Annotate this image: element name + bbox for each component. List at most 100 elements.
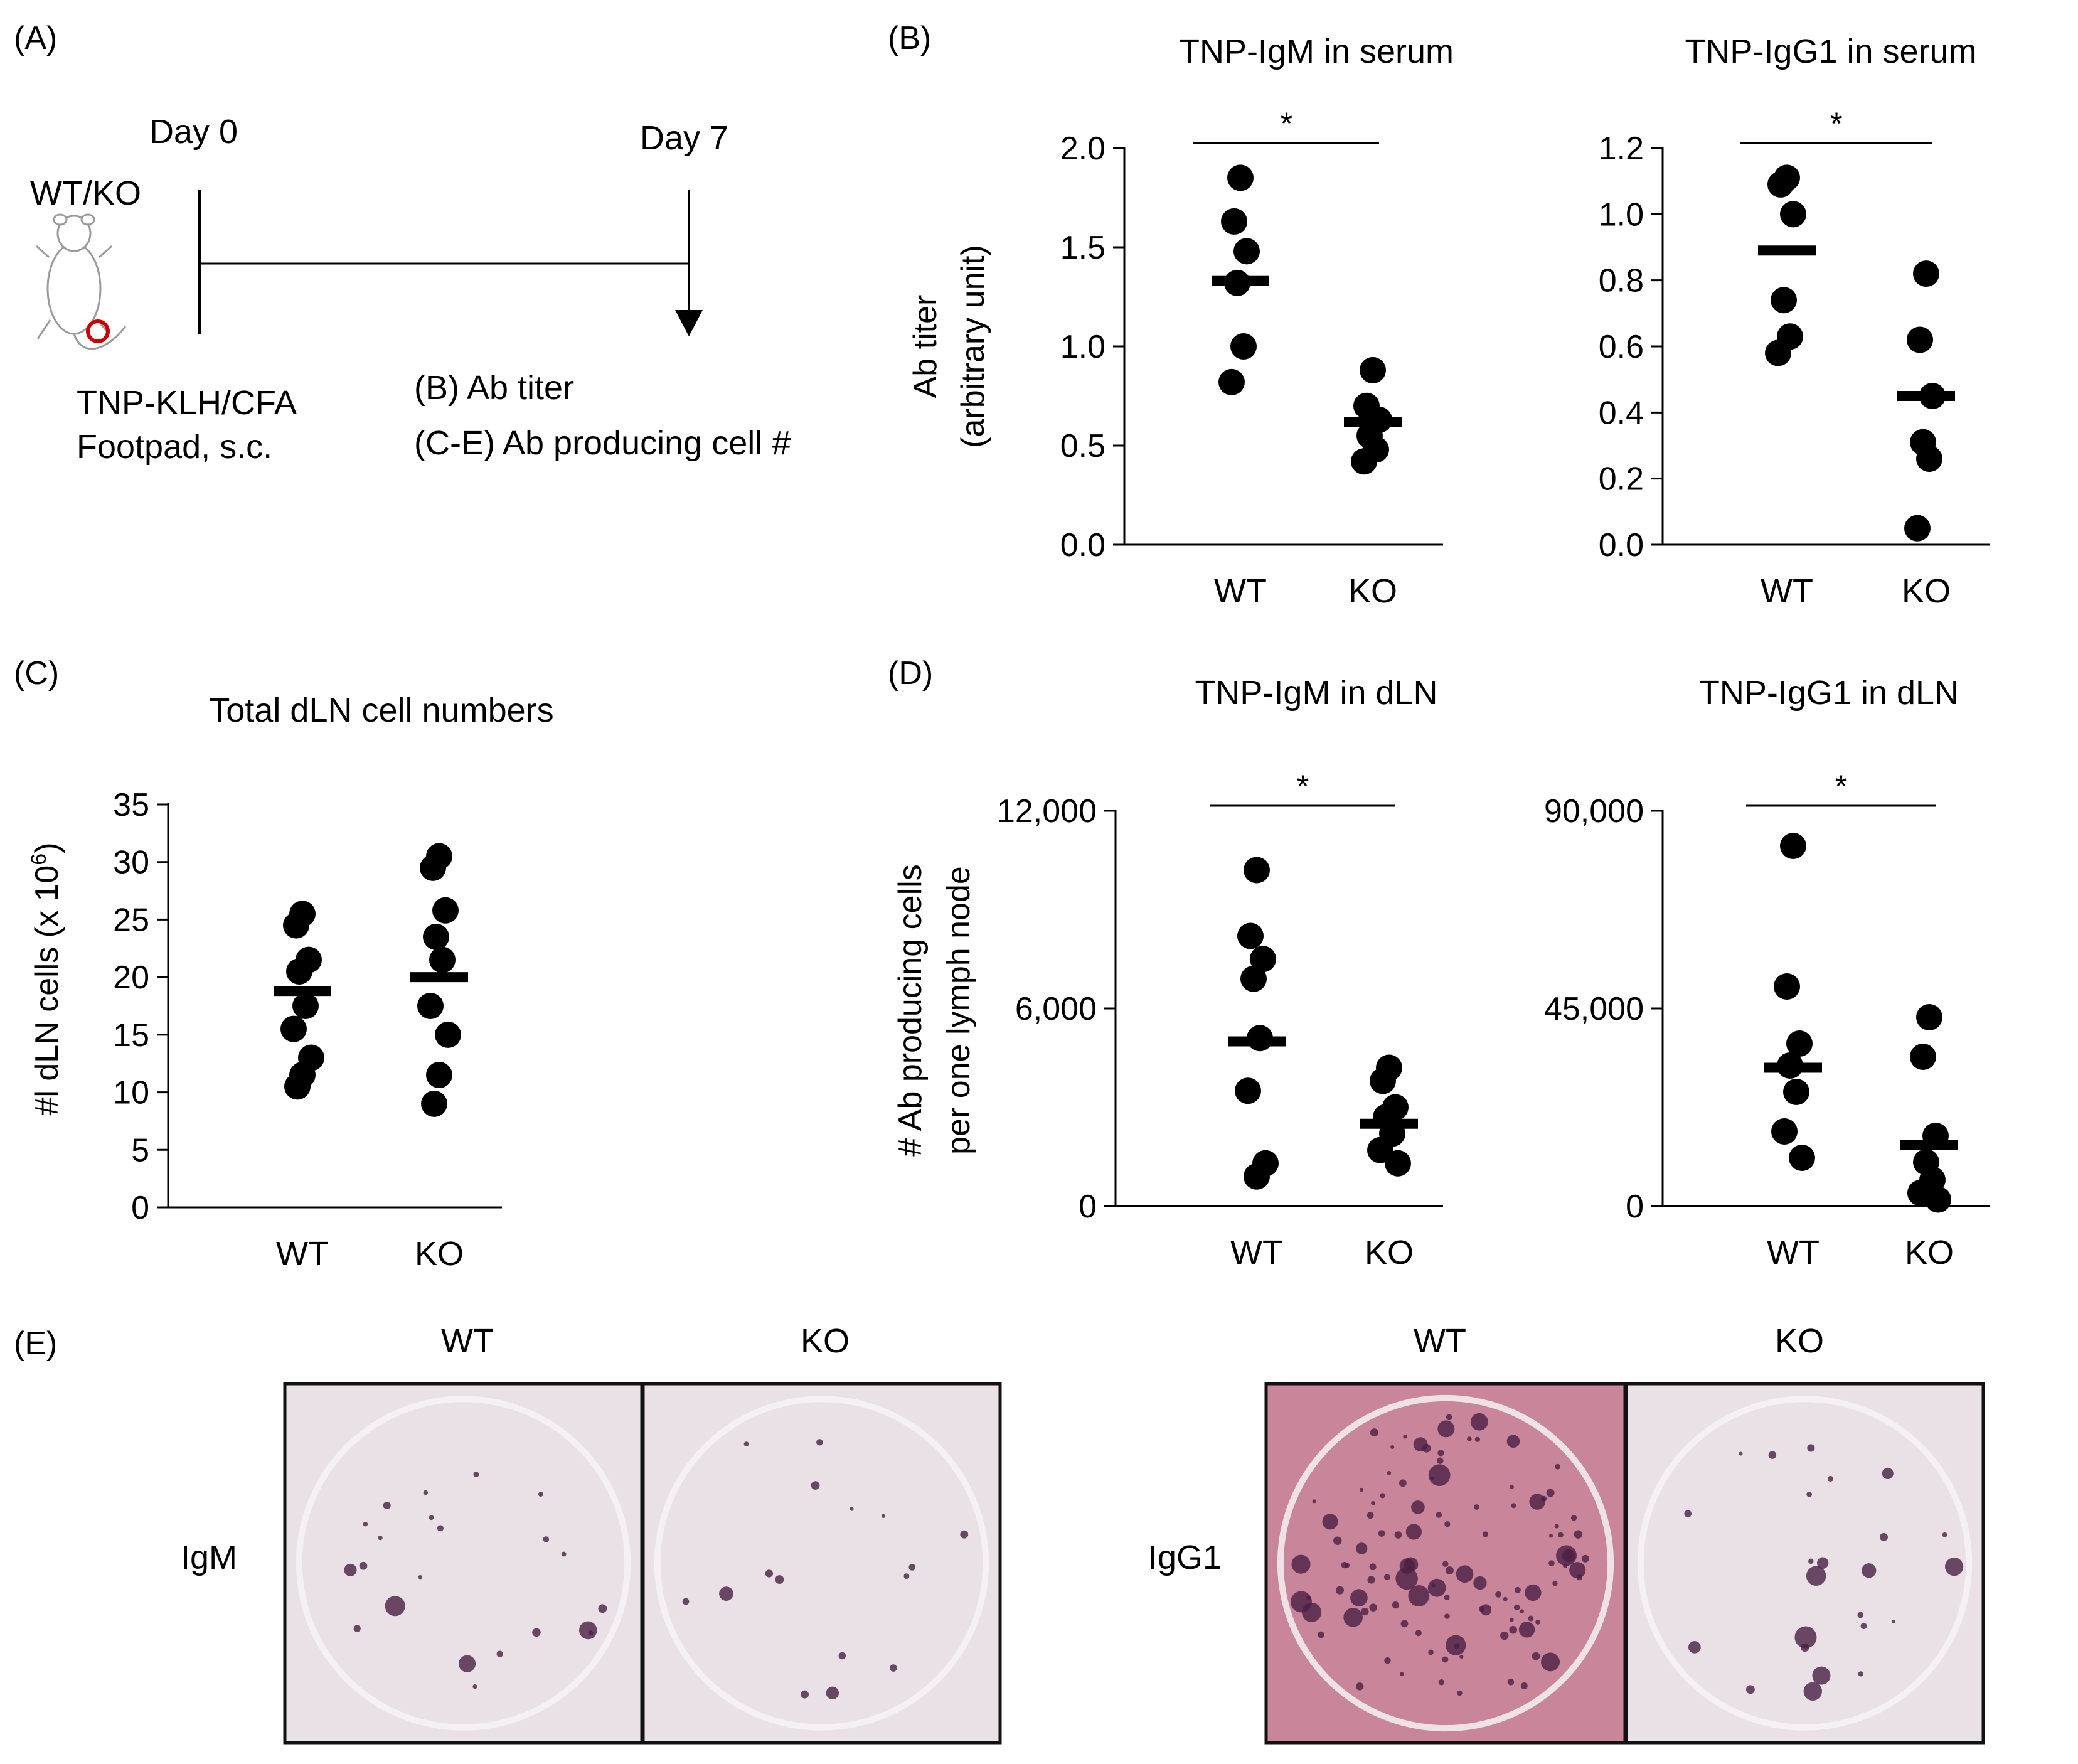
data-point	[1910, 1044, 1936, 1070]
antibody-spot	[1739, 1451, 1743, 1456]
antibody-spot	[1807, 1444, 1815, 1452]
plate-ko-igm	[641, 1382, 1002, 1745]
y-tick-label: 6,000	[1015, 991, 1097, 1027]
antibody-spot	[1514, 1586, 1521, 1593]
data-point	[292, 993, 319, 1019]
antibody-spot	[1343, 1607, 1363, 1627]
mean-bar	[410, 972, 468, 983]
antibody-spot	[353, 1625, 361, 1632]
antibody-spot	[1378, 1530, 1385, 1537]
chart-title: TNP-IgG1 in serum	[1685, 33, 1976, 70]
chart-d2: TNP-IgG1 in dLN 0 45,000 90,000 WT KO *	[1544, 674, 1990, 1271]
y-tick-label: 20	[113, 960, 149, 996]
data-point	[1244, 1163, 1270, 1190]
antibody-spot	[1563, 1564, 1567, 1568]
data-point	[1351, 448, 1377, 475]
x-tick-label: KO	[1348, 572, 1397, 610]
antibody-spot	[1562, 1549, 1575, 1563]
x-tick-label: WT	[1230, 1234, 1283, 1271]
antibody-spot	[1415, 1630, 1422, 1637]
antibody-spot	[496, 1650, 503, 1657]
antibody-spot	[473, 1472, 479, 1478]
data-point	[1360, 356, 1386, 383]
data-point	[1904, 515, 1931, 542]
data-point	[1789, 1145, 1815, 1171]
antibody-spot	[1405, 1524, 1422, 1540]
antibody-spot	[543, 1536, 550, 1542]
chart-b1: TNP-IgM in serum 0.0 0.5 1.0 1.5 2.0 WT KO * Ab t…	[907, 33, 1454, 610]
antibody-spot	[1879, 1532, 1889, 1541]
antibody-spot	[1422, 1443, 1431, 1453]
data-point	[423, 923, 449, 950]
chart-title: Total dLN cell numbers	[209, 692, 553, 729]
antibody-spot	[1548, 1560, 1555, 1566]
data-point	[426, 1062, 452, 1089]
antibody-spot	[1745, 1685, 1755, 1694]
antibody-spot	[1945, 1557, 1964, 1576]
y-tick-label: 90,000	[1544, 793, 1644, 830]
antibody-spot	[801, 1690, 809, 1699]
antibody-spot	[385, 1596, 405, 1617]
x-tick-label: WT	[276, 1235, 329, 1273]
antibody-spot	[1500, 1631, 1509, 1640]
antibody-spot	[1882, 1467, 1894, 1480]
antibody-spot	[1503, 1596, 1508, 1601]
antibody-spot	[378, 1536, 383, 1541]
antibody-spot	[1511, 1503, 1516, 1509]
mean-bar	[1212, 275, 1269, 286]
antibody-spot	[1803, 1682, 1823, 1701]
antibody-spot	[1456, 1565, 1474, 1583]
antibody-spot	[1518, 1622, 1535, 1638]
antibody-spot	[1355, 1682, 1364, 1691]
day7-label: Day 7	[640, 119, 728, 157]
y-tick-label: 0.4	[1599, 395, 1644, 431]
antibody-spot	[838, 1652, 846, 1660]
plate-frame	[641, 1382, 1002, 1745]
antibody-spot	[1444, 1613, 1450, 1619]
antibody-spot	[682, 1598, 690, 1605]
data-point	[1370, 1067, 1396, 1094]
antibody-spot	[1394, 1531, 1402, 1539]
antibody-spot	[459, 1655, 476, 1672]
antibody-spot	[1457, 1690, 1463, 1696]
antibody-spot	[1479, 1606, 1484, 1612]
data-point	[1233, 238, 1260, 265]
antibody-spot	[1495, 1591, 1502, 1598]
antibody-spot	[1446, 1566, 1454, 1574]
antibody-spot	[1437, 1450, 1444, 1457]
data-point	[435, 1021, 461, 1048]
data-point	[1244, 857, 1270, 884]
x-tick-label: WT	[1767, 1234, 1820, 1271]
data-point	[1385, 1150, 1411, 1177]
row-label-igm: IgM	[181, 1539, 237, 1576]
col-label-wt-igg1: WT	[1414, 1322, 1466, 1360]
antibody-spot	[1506, 1435, 1520, 1448]
antibody-spot	[1520, 1609, 1525, 1613]
data-point	[1237, 922, 1264, 949]
mean-bar	[1758, 245, 1816, 256]
antibody-spot	[1341, 1561, 1348, 1569]
y-tick-label: 0	[1626, 1189, 1644, 1225]
antibody-spot	[1507, 1678, 1515, 1686]
y-tick-label: 0.2	[1599, 461, 1644, 498]
antibody-spot	[850, 1507, 854, 1511]
antibody-spot	[1383, 1574, 1390, 1581]
antibody-spot	[1369, 1603, 1377, 1612]
antibody-spot	[1552, 1580, 1558, 1586]
data-point	[1916, 446, 1942, 473]
antibody-spot	[598, 1604, 607, 1613]
antibody-spot	[1444, 1595, 1450, 1601]
antibody-spot	[1403, 1434, 1407, 1439]
antibody-spot	[383, 1501, 391, 1510]
immunization-line-1: TNP-KLH/CFA	[77, 384, 297, 422]
antibody-spot	[1808, 1558, 1814, 1564]
antibody-spot	[1427, 1578, 1446, 1597]
plate-rim	[296, 1396, 631, 1731]
antibody-spot	[1574, 1530, 1583, 1539]
antibody-spot	[363, 1522, 368, 1527]
antibody-spot	[1482, 1531, 1489, 1537]
antibody-spot	[1806, 1491, 1813, 1497]
readout-line-2: (C-E) Ab producing cell #	[414, 424, 791, 462]
antibody-spot	[903, 1573, 910, 1580]
antibody-spot	[1356, 1542, 1368, 1554]
